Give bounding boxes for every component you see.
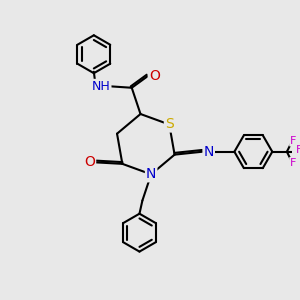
Text: O: O <box>84 155 95 170</box>
Text: S: S <box>165 118 174 131</box>
Text: O: O <box>149 69 160 83</box>
Text: F: F <box>290 158 296 168</box>
Text: NH: NH <box>92 80 110 93</box>
Text: N: N <box>203 145 214 159</box>
Text: F: F <box>296 145 300 155</box>
Text: F: F <box>290 136 296 146</box>
Text: N: N <box>146 167 156 181</box>
